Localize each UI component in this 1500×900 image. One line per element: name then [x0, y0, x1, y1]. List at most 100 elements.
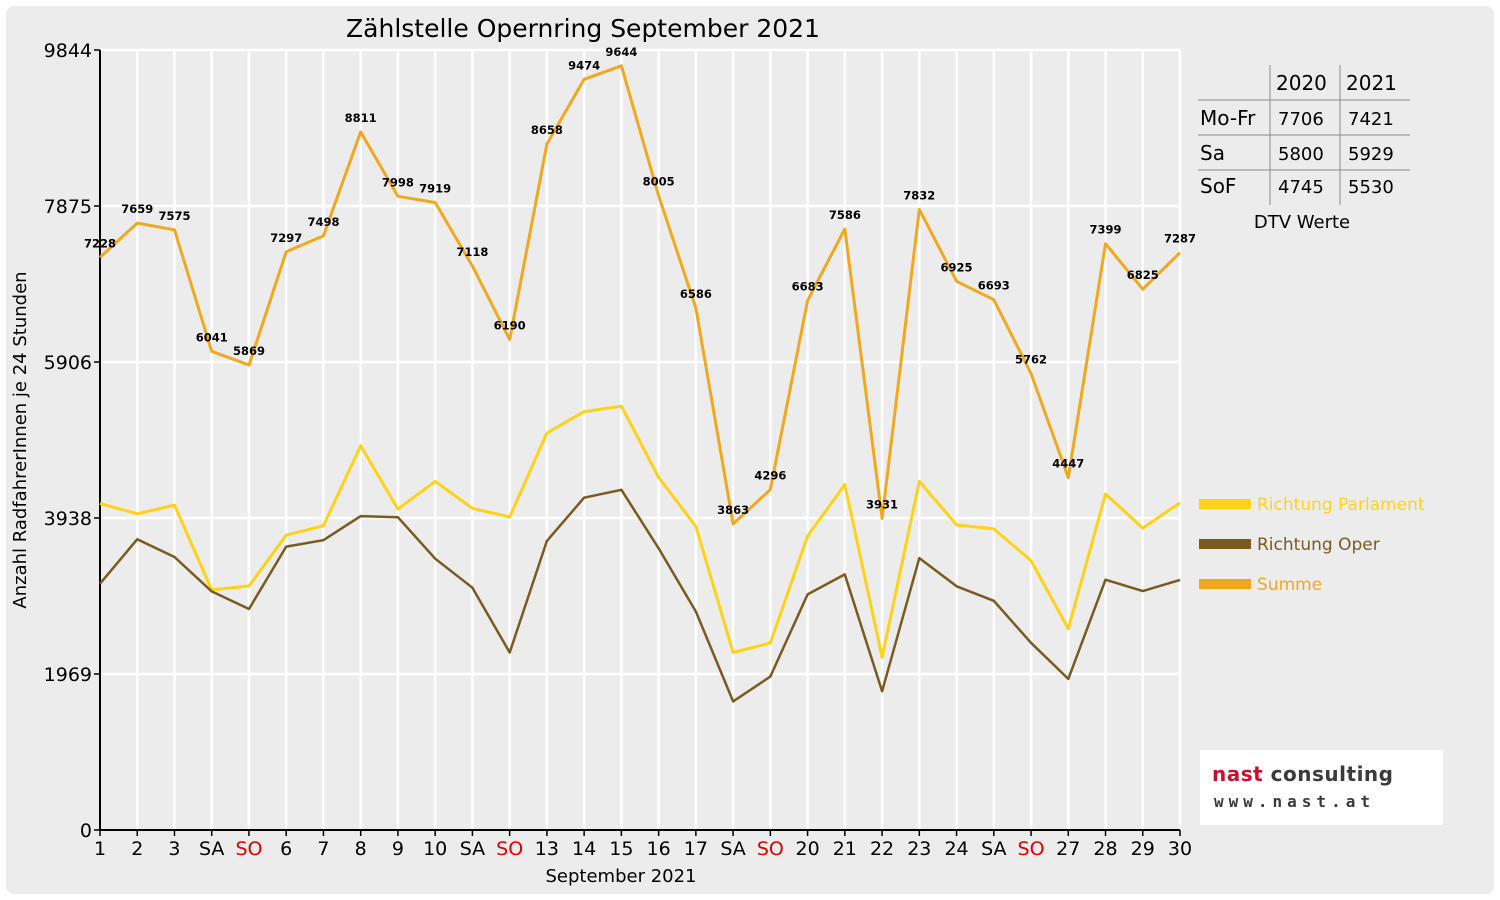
logo-brand-part2: consulting [1270, 762, 1394, 786]
data-label: 7575 [158, 209, 190, 223]
y-tick-label: 9844 [44, 40, 92, 62]
data-label: 7586 [829, 208, 861, 222]
legend-label: Richtung Oper [1257, 535, 1380, 555]
x-tick-label: 24 [944, 838, 968, 860]
legend-label: Summe [1257, 575, 1322, 595]
x-tick-label: 17 [684, 838, 708, 860]
legend-swatch [1199, 499, 1251, 509]
legend-swatch [1199, 539, 1251, 549]
y-tick-label: 1969 [44, 664, 92, 686]
legend: Richtung Parlament Richtung Oper Summe [1199, 495, 1425, 595]
data-label: 7118 [456, 245, 488, 259]
x-tick-label: 10 [423, 838, 447, 860]
x-tick-label: 15 [609, 838, 633, 860]
series-line-1 [99, 404, 1181, 659]
dtv-row-label: Mo-Fr [1200, 106, 1256, 130]
x-tick-label: 8 [355, 838, 367, 860]
legend-swatch [1199, 579, 1251, 589]
data-label: 6693 [978, 279, 1010, 293]
dtv-cell: 7706 [1278, 109, 1324, 130]
y-tick-labels: 0 1969 3938 5906 7875 9844 [44, 40, 92, 842]
x-tick-label: 14 [572, 838, 596, 860]
dtv-row-label: Sa [1200, 141, 1225, 165]
data-label: 3931 [866, 498, 898, 512]
data-label: 7399 [1090, 223, 1122, 237]
dtv-caption: DTV Werte [1254, 212, 1350, 233]
data-label: 7919 [419, 182, 451, 196]
data-label: 7498 [307, 215, 339, 229]
data-label: 7659 [121, 202, 153, 216]
dtv-table: 2020 2021 Mo-Fr 7706 7421 Sa 5800 5929 S… [1198, 65, 1410, 233]
x-tick-label: SO [235, 838, 262, 860]
series-line-3 [98, 64, 1182, 526]
data-label: 7287 [1164, 232, 1196, 246]
y-tick-label: 3938 [44, 508, 92, 530]
company-logo: nast consulting www.nast.at [1200, 750, 1443, 825]
data-label: 4296 [754, 469, 786, 483]
series-lines [98, 64, 1182, 703]
legend-label: Richtung Parlament [1257, 495, 1425, 515]
dtv-cell: 5800 [1278, 144, 1324, 165]
data-label: 5762 [1015, 352, 1047, 366]
data-label: 8811 [345, 111, 377, 125]
chart-title: Zählstelle Opernring September 2021 [346, 14, 820, 43]
dtv-header-2021: 2021 [1346, 71, 1397, 95]
y-tick-label: 0 [80, 820, 92, 842]
y-tick-label: 5906 [44, 352, 92, 374]
axes [99, 50, 1180, 831]
x-tick-label: SO [496, 838, 523, 860]
data-label: 9474 [568, 58, 600, 72]
x-tick-label: 27 [1056, 838, 1080, 860]
data-label: 6825 [1127, 268, 1159, 282]
x-tick-label: 7 [317, 838, 329, 860]
data-label: 6683 [792, 279, 824, 293]
dtv-cell: 5929 [1348, 144, 1394, 165]
x-tick-label: SO [757, 838, 784, 860]
dtv-row-label: SoF [1200, 174, 1236, 198]
x-tick-label: 30 [1168, 838, 1192, 860]
x-tick-label: 2 [131, 838, 143, 860]
y-tick-label: 7875 [44, 196, 92, 218]
x-tick-label: 13 [535, 838, 559, 860]
dtv-cell: 7421 [1348, 109, 1394, 130]
data-label: 6041 [196, 330, 228, 344]
data-label: 7297 [270, 231, 302, 245]
x-tick-label: 22 [870, 838, 894, 860]
series-line-2 [99, 488, 1181, 703]
grid-lines [94, 48, 1182, 836]
data-label: 8005 [643, 175, 675, 189]
x-tick-label: 21 [833, 838, 857, 860]
x-axis-title: September 2021 [545, 866, 696, 887]
data-label: 6586 [680, 287, 712, 301]
data-label: 6925 [941, 260, 973, 274]
data-label: 9644 [605, 45, 637, 59]
x-tick-label: 29 [1131, 838, 1155, 860]
data-label: 5869 [233, 344, 265, 358]
x-tick-label: 20 [795, 838, 819, 860]
data-label: 7832 [903, 188, 935, 202]
dtv-header-2020: 2020 [1276, 71, 1327, 95]
x-tick-label: 23 [907, 838, 931, 860]
x-tick-label: 1 [94, 838, 106, 860]
chart-frame [6, 6, 1494, 894]
x-tick-label: 16 [647, 838, 671, 860]
x-tick-label: SA [720, 838, 745, 860]
logo-url: www.nast.at [1214, 792, 1375, 811]
x-tick-label: SA [981, 838, 1006, 860]
y-axis-title: Anzahl RadfahrerInnen je 24 Stunden [10, 271, 31, 608]
x-tick-label: SA [460, 838, 485, 860]
data-label: 8658 [531, 123, 563, 137]
x-tick-labels: 1 2 3 SA SO 6 7 8 9 10 SA SO 13 14 15 16 17 SA SO 20 21 22 23 2… [94, 838, 1192, 860]
logo-brand-part1: nast [1212, 762, 1264, 786]
data-label: 7998 [382, 175, 414, 189]
data-label: 3863 [717, 503, 749, 517]
x-tick-label: 3 [168, 838, 180, 860]
x-tick-label: SO [1018, 838, 1045, 860]
x-tick-label: 9 [392, 838, 404, 860]
data-labels: 7228 7659 7575 6041 5869 7297 7498 8811 7998 7919… [84, 45, 1196, 517]
dtv-cell: 4745 [1278, 177, 1324, 198]
x-tick-label: 28 [1093, 838, 1117, 860]
data-label: 6190 [494, 319, 526, 333]
x-tick-label: 6 [280, 838, 292, 860]
